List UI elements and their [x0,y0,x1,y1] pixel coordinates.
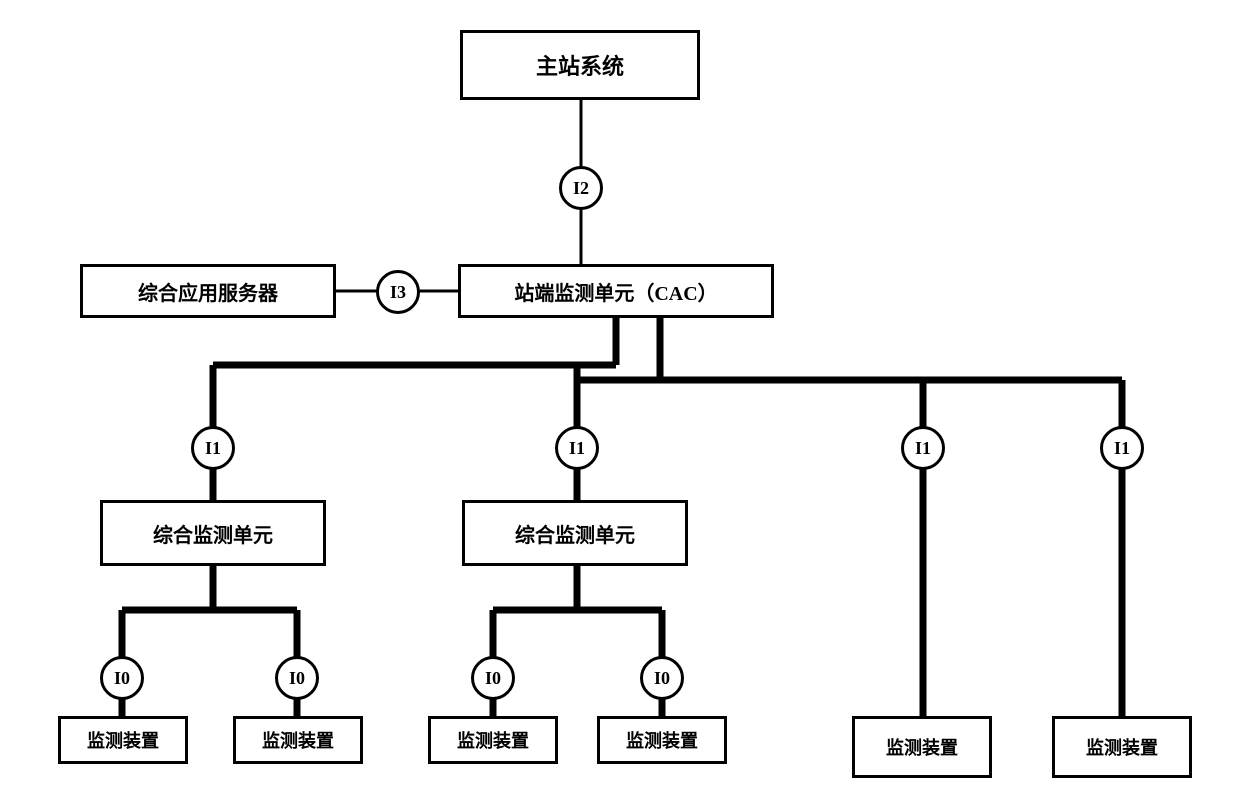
node-device-6: 监测装置 [1052,716,1192,778]
edge-label-i0-dev2: I0 [275,656,319,700]
node-device-5: 监测装置 [852,716,992,778]
node-cac: 站端监测单元（CAC） [458,264,774,318]
edge-label-i1-dev5: I1 [901,426,945,470]
node-device-3: 监测装置 [428,716,558,764]
edge-label-i1-cmu1: I1 [191,426,235,470]
edge-label-i2: I2 [559,166,603,210]
node-device-1: 监测装置 [58,716,188,764]
node-app-server: 综合应用服务器 [80,264,336,318]
edge-label-i3: I3 [376,270,420,314]
edge-label-i0-dev4: I0 [640,656,684,700]
node-cmu-1: 综合监测单元 [100,500,326,566]
edge-layer [0,0,1240,797]
node-master: 主站系统 [460,30,700,100]
node-cmu-2: 综合监测单元 [462,500,688,566]
edge-label-i1-dev6: I1 [1100,426,1144,470]
node-device-2: 监测装置 [233,716,363,764]
edge-label-i0-dev3: I0 [471,656,515,700]
edge-label-i1-cmu2: I1 [555,426,599,470]
edge-label-i0-dev1: I0 [100,656,144,700]
node-device-4: 监测装置 [597,716,727,764]
